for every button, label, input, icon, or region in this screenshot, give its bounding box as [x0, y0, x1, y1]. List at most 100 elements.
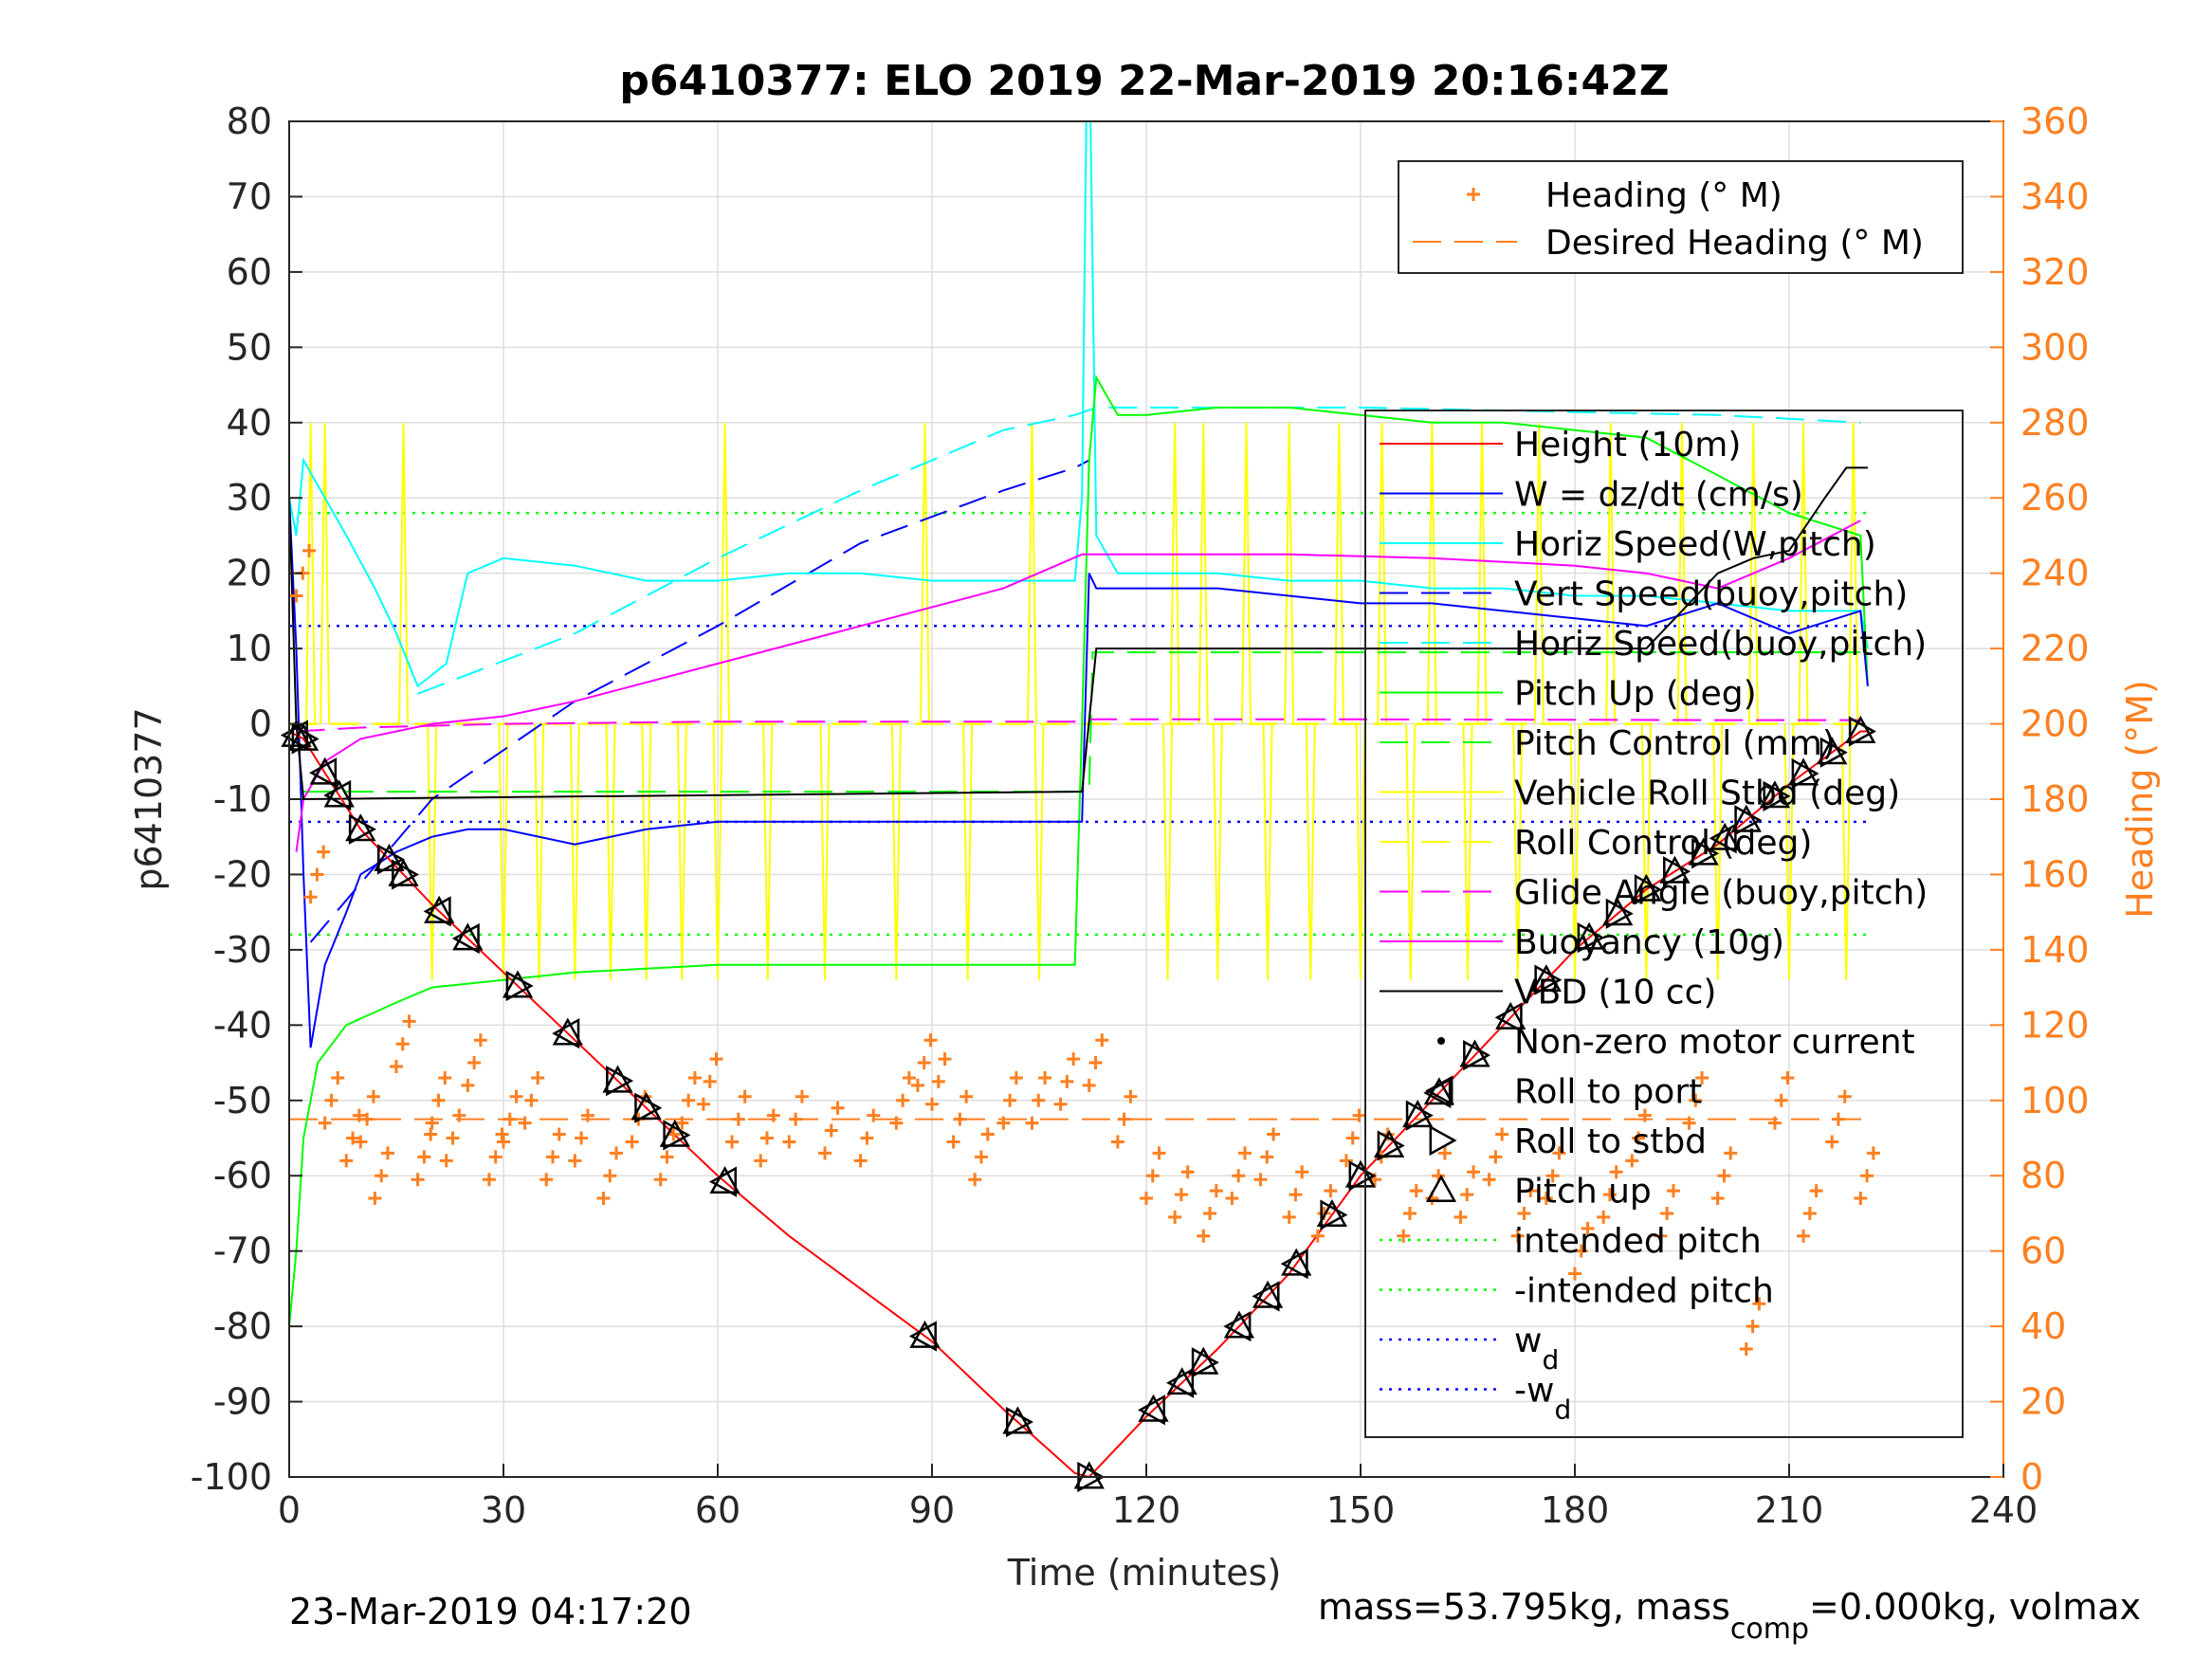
heading-marker: [725, 1135, 740, 1149]
heading-marker: [568, 1154, 582, 1168]
roll-spike-down: [1212, 723, 1223, 980]
heading-marker: [795, 1089, 809, 1103]
heading-marker: [703, 1074, 717, 1088]
heading-marker: [1232, 1169, 1246, 1183]
pitch-up-marker: [1659, 855, 1691, 884]
heading-marker: [1152, 1146, 1166, 1160]
heading-marker: [552, 1127, 566, 1141]
heading-marker: [380, 1146, 394, 1160]
heading-marker: [1568, 1267, 1581, 1281]
heading-marker: [346, 1131, 360, 1145]
main-legend: Height (10m) W = dz/dt (cm/s) Horiz Speed(…: [1364, 410, 1964, 1438]
heading-marker: [1467, 1165, 1481, 1179]
heading-legend-box: [1398, 160, 1964, 274]
legend-label: intended pitch: [1514, 1222, 1762, 1261]
roll-spike-up: [1284, 422, 1295, 724]
heading-marker: [782, 1135, 796, 1149]
heading-marker: [1025, 1116, 1039, 1130]
pitch-up-marker: [287, 722, 320, 751]
left-tick-label: 60: [227, 251, 272, 293]
heading-marker: [318, 1116, 332, 1130]
roll-event-marker: [505, 970, 534, 1002]
heading-marker: [446, 1131, 460, 1145]
heading-marker: [1510, 1229, 1525, 1243]
heading-marker: [580, 1108, 594, 1122]
heading-marker: [1682, 1116, 1696, 1130]
roll-event-marker: [1166, 1367, 1195, 1398]
heading-marker: [1352, 1108, 1366, 1122]
heading-marker: [687, 1070, 702, 1085]
heading-marker: [660, 1150, 674, 1164]
left-tick-label: -40: [213, 1004, 272, 1046]
legend-label: Non-zero motor current: [1514, 1023, 1915, 1062]
heading-marker: [390, 1060, 403, 1074]
roll-spike-down: [1405, 723, 1417, 980]
heading-marker: [931, 1074, 945, 1088]
heading-marker: [531, 1070, 545, 1085]
pitch-up-marker: [1530, 964, 1562, 993]
heading-legend-label: Desired Heading (° M): [1545, 224, 1924, 263]
left-tick-label: -50: [213, 1080, 272, 1121]
roll-event-marker: [348, 813, 376, 845]
roll-spike-up: [1169, 422, 1180, 724]
heading-marker: [1295, 1165, 1309, 1179]
heading-marker: [824, 1123, 838, 1138]
right-tick-label: 260: [2020, 477, 2090, 519]
heading-marker: [1082, 1078, 1096, 1092]
heading-marker: [438, 1070, 452, 1085]
roll-event-marker: [1534, 964, 1563, 995]
roll-event-marker: [423, 896, 451, 927]
heading-marker: [1095, 1033, 1109, 1048]
left-tick-label: 70: [227, 175, 272, 217]
left-tick-label: -70: [213, 1231, 272, 1272]
heading-marker: [938, 1052, 952, 1066]
footer-timestamp: 23-Mar-2019 04:17:20: [289, 1591, 692, 1632]
heading-marker: [1009, 1070, 1023, 1085]
roll-spike-up: [320, 422, 331, 724]
legend-triangle: [1429, 1124, 1457, 1157]
legend-label: Height (10m): [1514, 426, 1741, 465]
heading-legend-label: Heading (° M): [1545, 176, 1782, 215]
heading-marker: [1854, 1192, 1868, 1206]
heading-marker: [402, 1014, 416, 1029]
right-tick-label: 20: [2020, 1381, 2066, 1423]
pitch-up-marker: [1281, 1248, 1312, 1276]
legend-label: Buoyancy (10g): [1514, 923, 1784, 962]
roll-spike-down: [1162, 723, 1174, 980]
heading-marker: [1660, 1206, 1674, 1220]
heading-marker: [360, 1112, 375, 1126]
w-dzdt-line: [288, 498, 1869, 1048]
heading-marker: [1180, 1165, 1195, 1179]
x-tick-label: 60: [695, 1489, 740, 1531]
heading-marker: [1574, 1244, 1588, 1258]
pitch-up-marker: [1759, 780, 1791, 809]
left-tick-label: -20: [213, 853, 272, 895]
roll-spike-down: [762, 723, 774, 980]
heading-marker: [495, 1127, 509, 1141]
pitch-up-marker: [1817, 737, 1848, 765]
right-axis-label: Heading (°M): [2119, 680, 2161, 919]
glide-angle-line: [296, 718, 1861, 733]
footer-mass-info: mass=53.795kg, masscomp=0.000kg, volmax: [1318, 1586, 2141, 1646]
heading-marker: [1710, 1192, 1725, 1206]
heading-marker: [1237, 1146, 1252, 1160]
heading-marker: [759, 1131, 774, 1145]
heading-marker: [1397, 1229, 1411, 1243]
pitch-up-marker: [1459, 1039, 1490, 1067]
heading-marker: [289, 589, 303, 603]
heading-marker: [1637, 1108, 1652, 1122]
heading-marker: [1831, 1112, 1845, 1126]
right-tick-label: 320: [2020, 251, 2090, 293]
heading-marker: [682, 1093, 696, 1107]
right-tick-label: 200: [2020, 703, 2090, 745]
x-tick-label: 0: [278, 1489, 301, 1531]
roll-spike-down: [1262, 723, 1273, 980]
heading-marker: [1802, 1206, 1817, 1220]
roll-spike-up: [1798, 422, 1809, 724]
heading-marker: [910, 1078, 924, 1092]
footer-mass-sub: comp: [1730, 1613, 1809, 1646]
roll-event-marker: [1605, 898, 1634, 929]
pitch-up-marker: [1316, 1198, 1347, 1227]
heading-marker: [675, 1116, 689, 1130]
main-legend-box: [1364, 410, 1964, 1438]
